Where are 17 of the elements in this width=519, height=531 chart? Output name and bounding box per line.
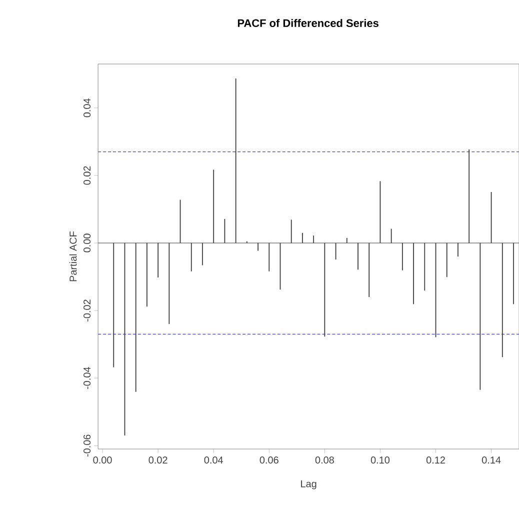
x-tick-label: 0.08 — [315, 456, 334, 464]
y-tick-label: 0.00 — [83, 234, 91, 252]
chart-title: PACF of Differenced Series — [238, 18, 378, 28]
x-axis-title: Lag — [301, 480, 316, 490]
y-tick-label: 0.02 — [83, 166, 91, 185]
y-tick-label: -0.04 — [83, 367, 91, 389]
x-tick-label: 0.10 — [370, 456, 390, 464]
y-tick-label: -0.06 — [83, 434, 91, 457]
y-tick-label: -0.02 — [83, 300, 91, 322]
y-axis-title: Partial ACF — [69, 231, 77, 282]
x-tick-label: 0.12 — [426, 456, 445, 464]
y-tick-label: 0.04 — [83, 98, 91, 118]
x-tick-label: 0.06 — [260, 456, 278, 464]
x-tick-label: 0.00 — [93, 456, 112, 464]
x-tick-label: 0.04 — [204, 456, 223, 464]
x-tick-label: 0.02 — [148, 456, 168, 464]
x-tick-label: 0.14 — [482, 456, 501, 464]
